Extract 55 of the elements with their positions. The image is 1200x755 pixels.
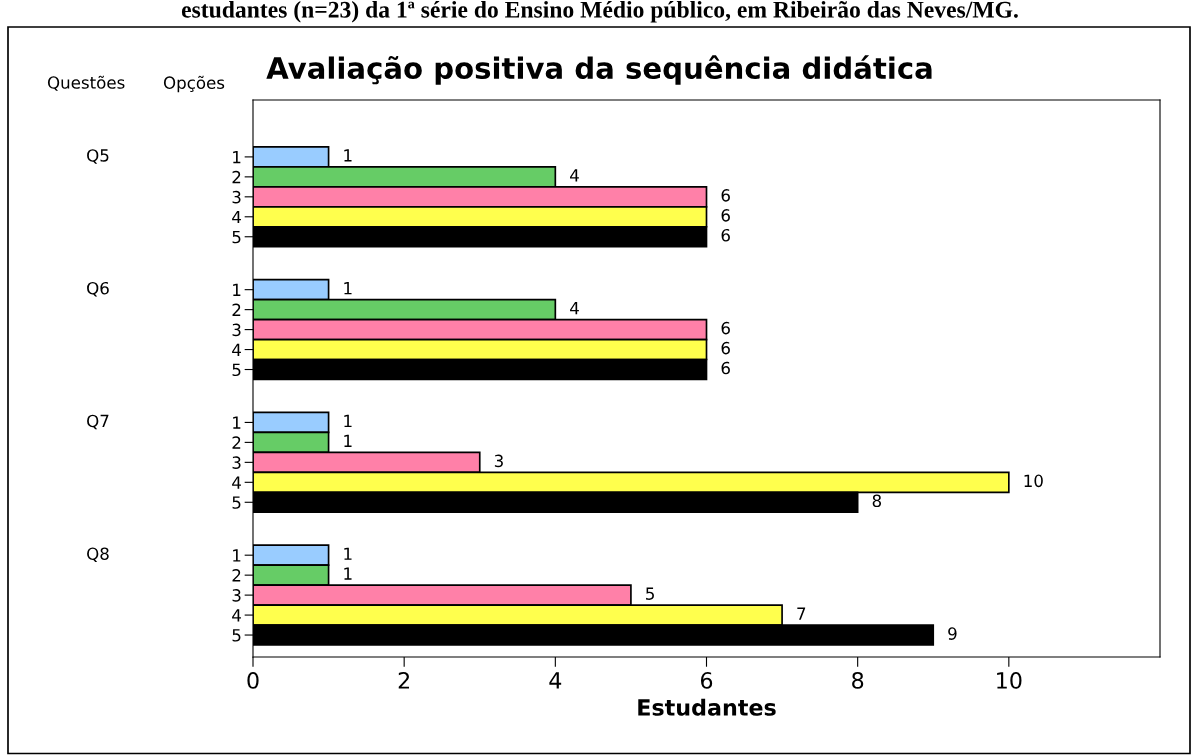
- text: 4: [232, 609, 241, 622]
- text: 4: [232, 476, 241, 489]
- data-label: 1: [344, 567, 352, 580]
- data-label: 6: [721, 341, 730, 355]
- x-tick-label: 10: [997, 671, 1022, 689]
- text: 1: [344, 282, 352, 295]
- text: 2: [232, 569, 241, 582]
- y-tick-label: Q6: [87, 281, 109, 297]
- text: 1: [344, 414, 352, 428]
- data-label: 6: [721, 228, 730, 242]
- text: 5: [232, 363, 241, 377]
- legend-label: 2: [232, 170, 241, 184]
- legend-label: 3: [232, 190, 241, 204]
- data-label: 6: [721, 361, 730, 375]
- text: 3: [232, 456, 241, 469]
- text: 2: [232, 436, 241, 449]
- x-tick-label: 6: [700, 671, 713, 689]
- data-label: 4: [570, 302, 579, 315]
- data-label: 6: [721, 189, 730, 202]
- data-label: 1: [233, 549, 241, 562]
- y-tick-label: Q5: [87, 149, 109, 164]
- data-label: 6: [721, 209, 730, 222]
- data-label: 8: [872, 494, 882, 508]
- chart-title: Avaliação positiva da sequência didática: [266, 55, 932, 85]
- text: 5: [232, 496, 241, 509]
- data-label: 4: [570, 169, 579, 182]
- text: 3: [232, 589, 241, 602]
- y-tick-label: Q7: [87, 414, 109, 430]
- x-tick-label: 2: [398, 671, 410, 689]
- data-label: 7: [797, 607, 806, 620]
- data-label: 1: [233, 416, 241, 429]
- data-label: 1: [233, 151, 241, 164]
- text: Questões: [47, 75, 125, 91]
- data-label: 5: [646, 587, 654, 600]
- text: 1: [344, 547, 352, 560]
- legend-label: 4: [232, 210, 241, 224]
- data-label: 3: [494, 454, 503, 468]
- data-label: 1: [344, 434, 352, 447]
- text: estudantes (n=23) da 1ª série do Ensino Médio público, em Ribeirão das Neves/MG.: [181, 1, 1018, 23]
- text: 3: [232, 323, 241, 337]
- legend-label: 5: [232, 230, 241, 244]
- x-tick-label: 8: [852, 671, 864, 689]
- text: Opções: [163, 75, 225, 93]
- x-axis-title: Estudantes: [638, 698, 776, 716]
- x-tick-label: 4: [549, 672, 562, 689]
- text: 5: [232, 629, 241, 642]
- data-label: 10: [1024, 474, 1043, 488]
- x-tick-label: 0: [247, 671, 259, 689]
- data-label: 1: [233, 283, 241, 296]
- text: 2: [232, 303, 241, 316]
- data-label: 6: [721, 321, 730, 335]
- data-label: 9: [948, 627, 957, 640]
- text: 4: [232, 343, 241, 356]
- series-label: 1: [344, 149, 352, 162]
- y-tick-label: Q8: [87, 547, 109, 562]
